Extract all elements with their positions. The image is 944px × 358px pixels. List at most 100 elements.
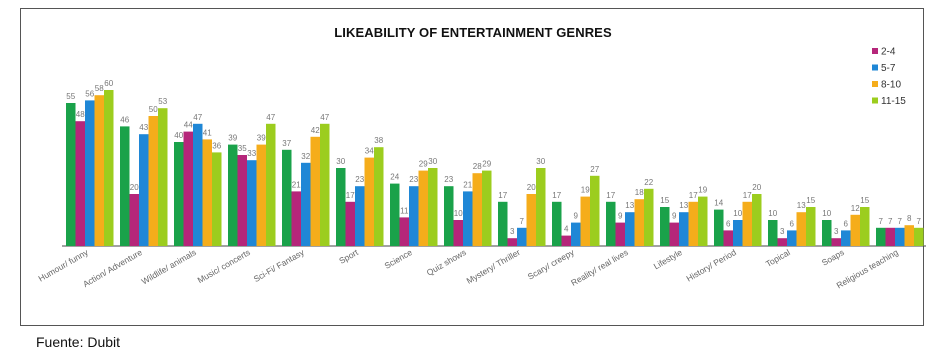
bar-11-15-2 (212, 152, 222, 246)
bar-5-7-15 (895, 228, 905, 246)
data-label: 4 (564, 225, 569, 234)
data-label: 14 (714, 199, 723, 208)
data-label: 6 (844, 219, 849, 228)
data-label: 24 (390, 173, 399, 182)
bar-extra-2 (174, 142, 184, 246)
bar-5-7-4 (301, 163, 311, 246)
bar-extra-11 (660, 207, 670, 246)
data-label: 48 (76, 110, 85, 119)
tick-label: Music/ concerts (196, 247, 252, 285)
bar-5-7-10 (625, 212, 635, 246)
bar-extra-0 (66, 103, 76, 246)
bar-11-15-1 (158, 108, 168, 246)
bar-2-4-11 (670, 223, 680, 246)
bar-8-10-9 (581, 197, 591, 246)
bar-8-10-13 (797, 212, 807, 246)
data-label: 19 (581, 186, 590, 195)
data-label: 56 (85, 89, 94, 98)
bar-extra-9 (552, 202, 562, 246)
data-label: 20 (752, 183, 761, 192)
legend-swatch-5-7 (872, 65, 878, 71)
bar-11-15-10 (644, 189, 654, 246)
bar-2-4-7 (454, 220, 464, 246)
legend-swatch-8-10 (872, 81, 878, 87)
bar-8-10-15 (905, 225, 915, 246)
bar-5-7-13 (787, 230, 797, 246)
bar-8-10-8 (527, 194, 537, 246)
bar-2-4-15 (886, 228, 896, 246)
legend-swatch-11-15 (872, 98, 878, 104)
tick-label: History/ Period (685, 247, 739, 284)
data-label: 7 (520, 217, 525, 226)
data-label: 47 (266, 113, 275, 122)
bar-2-4-13 (778, 238, 788, 246)
data-label: 27 (590, 165, 599, 174)
data-label: 17 (689, 191, 698, 200)
bar-8-10-7 (473, 173, 483, 246)
data-label: 10 (768, 209, 777, 218)
data-label: 21 (292, 180, 301, 189)
data-label: 42 (311, 126, 320, 135)
bar-extra-14 (822, 220, 832, 246)
tick-label: Mystery/ Thriller (465, 247, 522, 286)
data-label: 35 (238, 144, 247, 153)
bar-11-15-7 (482, 171, 492, 246)
data-label: 47 (193, 113, 202, 122)
data-label: 18 (635, 188, 644, 197)
data-label: 7 (917, 217, 922, 226)
data-label: 41 (203, 128, 212, 137)
bar-11-15-11 (698, 197, 708, 246)
data-label: 15 (660, 196, 669, 205)
data-label: 21 (463, 180, 472, 189)
bar-11-15-3 (266, 124, 276, 246)
data-label: 9 (672, 212, 677, 221)
tick-label: Wildlife/ animals (140, 247, 198, 286)
data-label: 19 (698, 186, 707, 195)
tick-label: Lifestyle (652, 247, 684, 271)
data-label: 30 (336, 157, 345, 166)
data-label: 50 (149, 105, 158, 114)
data-label: 15 (806, 196, 815, 205)
data-label: 40 (174, 131, 183, 140)
tick-label: Scary/ creepy (526, 247, 577, 282)
bar-2-4-10 (616, 223, 626, 246)
bar-8-10-1 (149, 116, 159, 246)
bar-11-15-15 (914, 228, 924, 246)
bar-5-7-5 (355, 186, 365, 246)
bar-2-4-6 (400, 217, 410, 246)
bar-extra-5 (336, 168, 346, 246)
data-label: 17 (552, 191, 561, 200)
data-label: 11 (400, 206, 409, 215)
data-label: 17 (498, 191, 507, 200)
data-label: 36 (212, 141, 221, 150)
data-label: 20 (130, 183, 139, 192)
bar-2-4-2 (184, 132, 194, 246)
bar-5-7-1 (139, 134, 149, 246)
bar-5-7-6 (409, 186, 419, 246)
data-label: 30 (428, 157, 437, 166)
data-label: 10 (454, 209, 463, 218)
data-label: 3 (510, 227, 515, 236)
bar-8-10-10 (635, 199, 645, 246)
data-label: 23 (409, 175, 418, 184)
tick-label: Reality/ real lives (569, 247, 630, 288)
data-label: 29 (419, 160, 428, 169)
tick-label: Sci-Fi/ Fantasy (252, 247, 307, 284)
bar-5-7-3 (247, 160, 257, 246)
bar-2-4-14 (832, 238, 842, 246)
bar-8-10-14 (851, 215, 861, 246)
bar-11-15-8 (536, 168, 546, 246)
data-label: 22 (644, 178, 653, 187)
bar-2-4-12 (724, 230, 734, 246)
tick-label: Quiz shows (425, 247, 468, 278)
data-label: 34 (365, 147, 374, 156)
data-label: 30 (536, 157, 545, 166)
data-label: 3 (780, 227, 785, 236)
data-label: 53 (158, 97, 167, 106)
data-label: 20 (527, 183, 536, 192)
bar-11-15-14 (860, 207, 870, 246)
data-label: 7 (898, 217, 903, 226)
bar-extra-10 (606, 202, 616, 246)
data-label: 28 (473, 162, 482, 171)
